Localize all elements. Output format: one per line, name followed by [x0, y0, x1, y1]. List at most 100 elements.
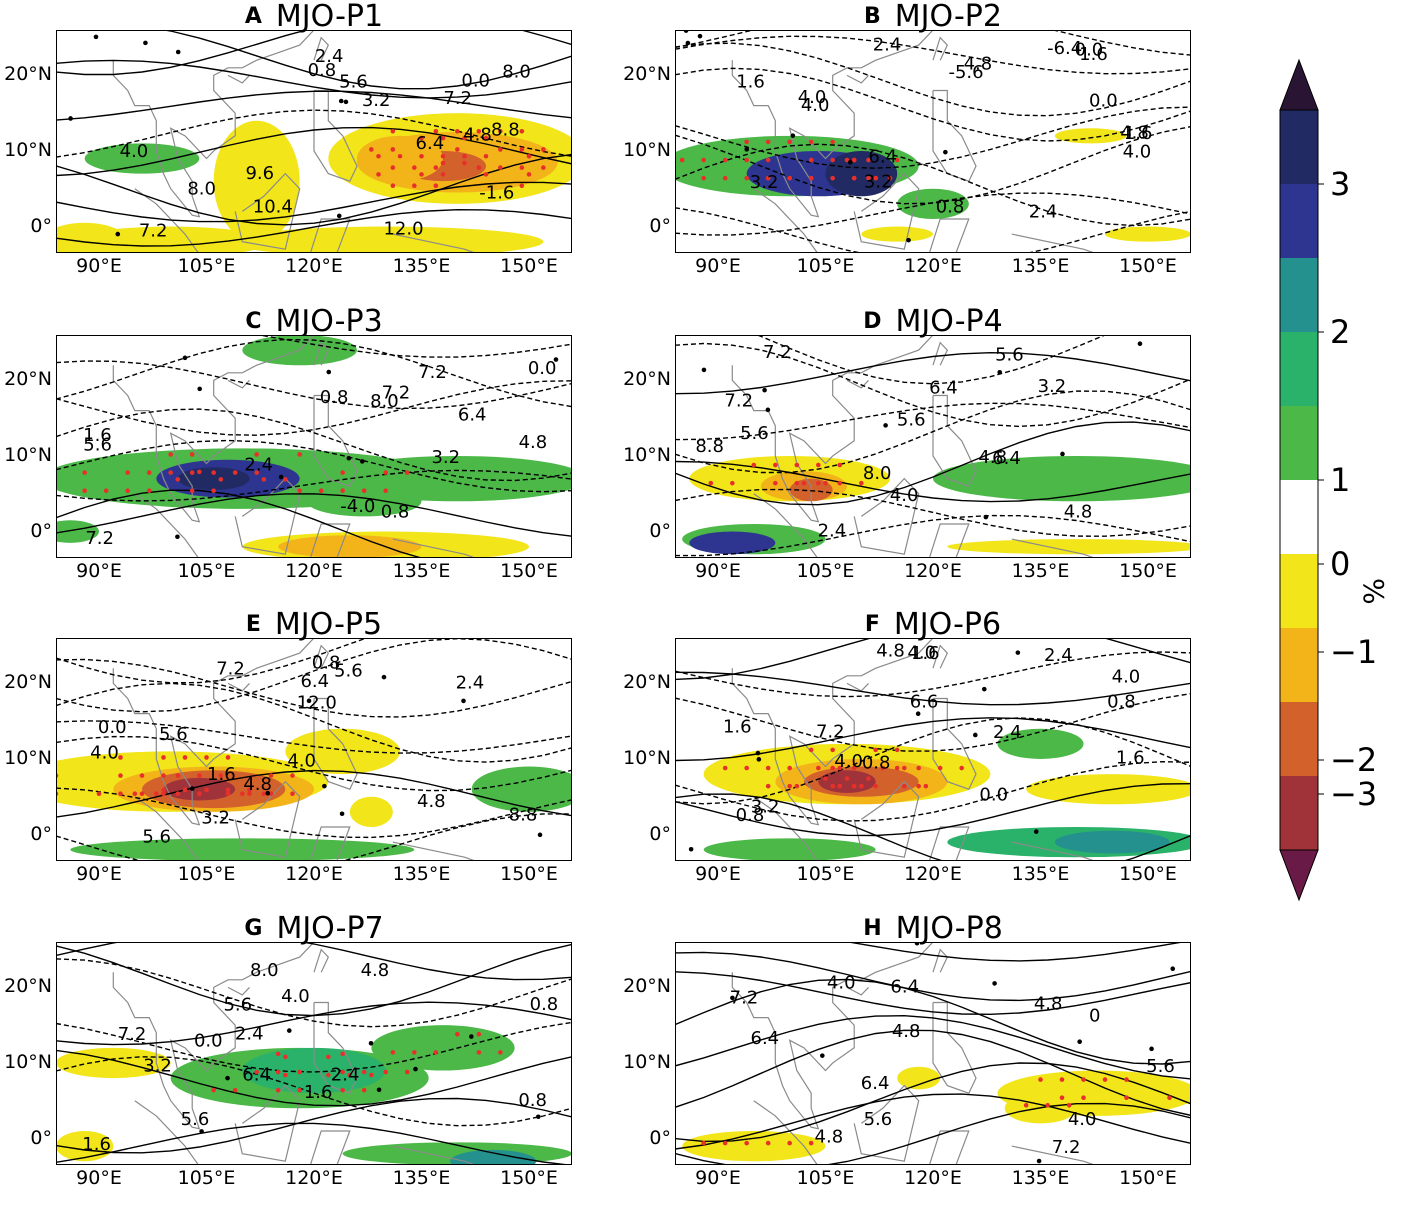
significance-dot	[218, 773, 224, 778]
coastline	[313, 948, 330, 973]
coastline	[932, 948, 949, 973]
latitude-tick-label: 10°N	[4, 443, 52, 466]
longitude-tick-label: 90°E	[76, 560, 122, 582]
map-svg: 8.0 5.6 7.2 6.4 5.6 4.8 4.0 2.4 3.2 0.8 1.6 0.8 0.0 2…	[56, 942, 572, 1165]
contour-label: 6.4	[890, 976, 919, 997]
significance-dot	[808, 1140, 814, 1146]
significance-dot	[297, 1087, 302, 1093]
latitude-tick-label: 10°N	[4, 138, 52, 161]
longitude-tick-label: 150°E	[1119, 255, 1177, 277]
significance-dot	[1081, 1095, 1086, 1101]
longitude-tick-label: 90°E	[695, 1167, 741, 1189]
contour-label: 7.2	[443, 88, 472, 109]
colorbar-tick-label: −1	[1330, 633, 1377, 671]
colorbar-segment	[1280, 628, 1318, 702]
significance-dot	[397, 153, 403, 159]
significance-dot	[161, 787, 166, 793]
contour-label: 8.0	[250, 960, 279, 981]
contour-label: 8.8	[509, 805, 538, 826]
coastline	[932, 644, 949, 669]
longitude-tick-label: 135°E	[392, 255, 451, 277]
significance-dot	[390, 1050, 396, 1055]
significance-dot	[787, 175, 792, 181]
coastline	[227, 379, 250, 389]
colorbar-segment	[1280, 480, 1318, 554]
coastline	[309, 218, 351, 253]
panel-letter: H	[863, 916, 882, 941]
colorbar-tick-label: 2	[1330, 313, 1350, 351]
significance-dot-black	[469, 1034, 474, 1039]
significance-dot	[383, 488, 388, 494]
coastline	[846, 986, 869, 996]
significance-dot	[1045, 1102, 1050, 1108]
coastline	[853, 1084, 920, 1162]
significance-dot	[118, 773, 123, 778]
significance-dot-black	[338, 98, 344, 104]
contour-line	[675, 971, 1191, 1016]
significance-dot-black	[197, 386, 202, 392]
shaded-region	[897, 1066, 941, 1090]
significance-dot-black	[339, 811, 345, 817]
contour-label: 10.4	[253, 196, 293, 217]
significance-dot	[873, 747, 878, 753]
significance-dot	[204, 755, 209, 760]
coastline	[309, 523, 351, 558]
contour-label: 4.0	[798, 87, 827, 108]
contour-label: 5.6	[223, 994, 252, 1015]
contour-label: 7.2	[85, 528, 114, 549]
significance-dot	[902, 783, 907, 789]
significance-dot	[211, 470, 216, 475]
significance-dot	[959, 765, 964, 771]
contour-line	[161, 30, 572, 90]
longitude-tick-label: 105°E	[177, 863, 236, 885]
latitude-tick-label: 20°N	[623, 975, 671, 998]
colorbar-unit-label: %	[1357, 578, 1390, 605]
significance-dot-black	[755, 750, 761, 756]
contour-label: 2.4	[1044, 645, 1073, 666]
significance-dot	[816, 462, 821, 468]
significance-dot	[175, 773, 181, 778]
significance-dot-black	[847, 159, 853, 165]
contour-line	[755, 335, 1107, 385]
significance-dot	[744, 157, 749, 163]
significance-dot-black	[1170, 966, 1176, 972]
longitude-tick-label: 90°E	[76, 1167, 122, 1189]
contour-line	[675, 192, 1191, 236]
contour-label: 4.0	[1123, 141, 1152, 162]
significance-dot	[297, 1069, 302, 1075]
contour-label: 0.8	[736, 805, 765, 826]
significance-dot	[96, 791, 102, 797]
contour-label: 5.6	[740, 423, 769, 444]
contour-label: 6.4	[861, 1073, 890, 1094]
latitude-tick-label: 20°N	[623, 63, 671, 86]
significance-dot	[168, 470, 173, 475]
contour-label: 4.8	[1120, 122, 1149, 143]
contour-label: 4.0	[1068, 1109, 1097, 1130]
latitude-tick-label: 0°	[649, 519, 671, 542]
coastline	[234, 780, 301, 858]
contour-label: 1.6	[911, 643, 940, 664]
significance-dot-black	[790, 133, 796, 138]
contour-line	[675, 1029, 1191, 1117]
significance-dot	[161, 755, 166, 760]
contour-label: 8.0	[370, 391, 399, 412]
contour-line	[56, 59, 572, 99]
significance-dot	[197, 791, 202, 797]
significance-dot	[902, 765, 907, 771]
significance-dot	[1038, 1077, 1043, 1082]
panel-label: MJO-P8	[895, 911, 1003, 946]
significance-dot	[340, 470, 345, 475]
significance-dot	[1023, 1102, 1029, 1108]
significance-dot	[483, 153, 489, 159]
contour-label: 0.0	[461, 70, 490, 91]
significance-dot-black	[306, 698, 312, 704]
significance-dot	[765, 1140, 771, 1146]
significance-dot	[197, 469, 202, 475]
contour-line	[56, 958, 572, 1028]
significance-dot	[197, 773, 202, 778]
contour-label: 4.0	[1112, 666, 1141, 687]
significance-dot	[412, 165, 417, 170]
significance-dot	[498, 128, 503, 134]
